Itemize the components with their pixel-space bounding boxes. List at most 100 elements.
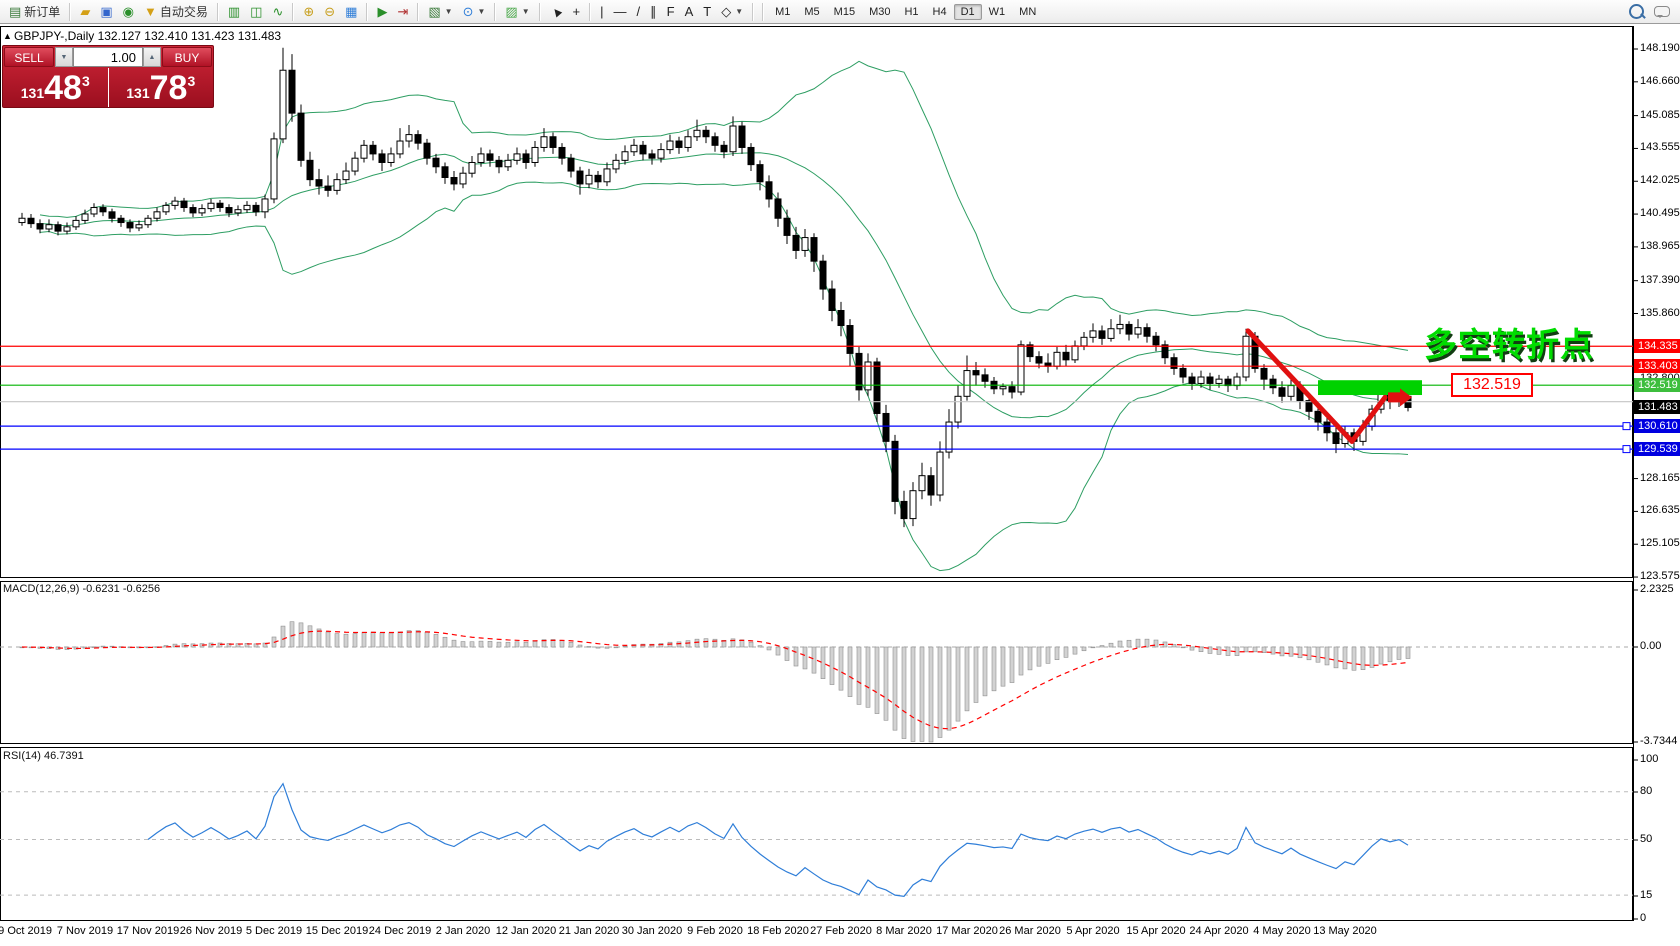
toolbar-separator bbox=[752, 2, 755, 21]
candle-body bbox=[540, 136, 548, 148]
time-axis-label[interactable]: 2 Jan 2020 bbox=[435, 925, 491, 937]
macd-histogram-bar bbox=[658, 643, 664, 648]
line-chart-button[interactable]: ∿ bbox=[267, 1, 288, 23]
tf-button-M5[interactable]: M5 bbox=[804, 5, 820, 18]
gold-bar-icon[interactable]: ▰ bbox=[75, 1, 95, 23]
fibonacci-button[interactable]: F bbox=[662, 1, 680, 23]
time-axis-label[interactable]: 29 Oct 2019 bbox=[0, 925, 52, 937]
auto-scroll-button[interactable]: ▶ bbox=[372, 1, 392, 23]
red-arrow-icon[interactable] bbox=[1388, 388, 1412, 407]
line-handle[interactable] bbox=[1622, 422, 1631, 431]
candle-body bbox=[1323, 421, 1331, 434]
trendline-button[interactable]: / bbox=[631, 1, 645, 23]
buy-price-button[interactable]: 131 78 3 bbox=[109, 68, 214, 107]
chart-shift-button[interactable]: ⇥ bbox=[392, 1, 413, 23]
tile-windows-button[interactable]: ▦ bbox=[340, 1, 362, 23]
lot-size-input[interactable]: 1.00 bbox=[73, 47, 143, 67]
line-handle[interactable] bbox=[1622, 445, 1631, 454]
time-axis-label[interactable]: 4 May 2020 bbox=[1253, 925, 1311, 937]
arrows-icon: ◇ bbox=[721, 4, 732, 19]
profiles-button[interactable]: ⊙ ▼ bbox=[458, 1, 491, 23]
fibonacci-icon: F bbox=[666, 4, 675, 19]
time-axis-label[interactable]: 13 May 2020 bbox=[1313, 925, 1377, 937]
autotrading-button[interactable]: ▼ 自动交易 bbox=[139, 1, 213, 23]
cursor-button[interactable]: ▲ bbox=[545, 1, 568, 23]
candle-body bbox=[72, 219, 80, 228]
time-axis-label[interactable]: 17 Mar 2020 bbox=[936, 925, 998, 937]
community-chat-icon[interactable] bbox=[1654, 6, 1670, 18]
channel-button[interactable]: ∥ bbox=[645, 1, 662, 23]
macd-histogram-bar bbox=[1108, 642, 1114, 648]
time-axis-label[interactable]: 5 Apr 2020 bbox=[1066, 925, 1120, 937]
time-axis-label[interactable]: 30 Jan 2020 bbox=[621, 925, 683, 937]
time-axis-label[interactable]: 17 Nov 2019 bbox=[116, 925, 180, 937]
time-axis-label[interactable]: 21 Jan 2020 bbox=[558, 925, 620, 937]
lot-decrease-button[interactable]: ▼ bbox=[55, 47, 73, 67]
candle-body bbox=[720, 144, 728, 153]
time-axis-label[interactable]: 12 Jan 2020 bbox=[495, 925, 557, 937]
tf-button-H1[interactable]: H1 bbox=[904, 5, 919, 18]
tf-button-MN[interactable]: MN bbox=[1019, 5, 1037, 18]
time-axis-label[interactable]: 26 Nov 2019 bbox=[179, 925, 243, 937]
macd-histogram-bar bbox=[802, 646, 808, 670]
tf-button-M1[interactable]: M1 bbox=[775, 5, 791, 18]
candle-body bbox=[342, 170, 350, 181]
time-axis-label[interactable]: 7 Nov 2019 bbox=[56, 925, 114, 937]
time-axis-label[interactable]: 24 Dec 2019 bbox=[368, 925, 432, 937]
time-axis-label[interactable]: 5 Dec 2019 bbox=[245, 925, 303, 937]
new-chart-button[interactable]: ▧ ▼ bbox=[423, 1, 457, 23]
time-axis-label[interactable]: 18 Feb 2020 bbox=[747, 925, 809, 937]
label-button[interactable]: T bbox=[698, 1, 716, 23]
highlight-rectangle[interactable] bbox=[1318, 380, 1422, 396]
new-order-button[interactable]: ▤ 新订单 bbox=[4, 1, 65, 23]
time-axis-label[interactable]: 15 Dec 2019 bbox=[305, 925, 369, 937]
rsi-panel-frame bbox=[0, 747, 1633, 921]
zoom-in-button[interactable]: ⊕ bbox=[298, 1, 319, 23]
candle-body bbox=[171, 200, 179, 206]
red-trendline[interactable] bbox=[1245, 328, 1355, 444]
macd-histogram-bar bbox=[1207, 646, 1213, 654]
time-axis-label[interactable]: 27 Feb 2020 bbox=[810, 925, 872, 937]
price-tick-label: 148.190 bbox=[1640, 42, 1680, 54]
annotation-text-cn[interactable]: 多空转折点 bbox=[1424, 326, 1594, 363]
tf-button-W1[interactable]: W1 bbox=[988, 5, 1006, 18]
arrows-button[interactable]: ◇ ▼ bbox=[716, 1, 748, 23]
crosshair-button[interactable]: + bbox=[568, 1, 586, 23]
time-axis-label[interactable]: 24 Apr 2020 bbox=[1189, 925, 1249, 937]
horizontal-line-button[interactable]: — bbox=[608, 1, 631, 23]
sell-price-button[interactable]: 131 48 3 bbox=[3, 68, 109, 107]
tf-button-D1[interactable]: D1 bbox=[953, 3, 982, 20]
text-button[interactable]: A bbox=[680, 1, 699, 23]
sell-price-pips: 48 bbox=[44, 68, 82, 107]
signal-button[interactable]: ◉ bbox=[118, 1, 139, 23]
time-axis-label[interactable]: 8 Mar 2020 bbox=[876, 925, 932, 937]
macd-histogram-bar bbox=[973, 646, 979, 703]
candlestick-button[interactable]: ◫ bbox=[245, 1, 267, 23]
price-callout-132519[interactable]: 132.519 bbox=[1451, 373, 1533, 397]
tf-button-M30[interactable]: M30 bbox=[869, 5, 891, 18]
red-trendline[interactable] bbox=[1349, 394, 1388, 444]
sell-button[interactable]: SELL bbox=[4, 47, 54, 67]
chart-window-button[interactable]: ▣ bbox=[95, 1, 117, 23]
vertical-line-button[interactable]: | bbox=[595, 1, 608, 23]
lot-increase-button[interactable]: ▲ bbox=[143, 47, 161, 67]
time-axis-label[interactable]: 15 Apr 2020 bbox=[1126, 925, 1186, 937]
zoom-out-button[interactable]: ⊖ bbox=[319, 1, 340, 23]
candle-body bbox=[711, 136, 719, 146]
macd-histogram-bar bbox=[1333, 646, 1339, 669]
candle-body bbox=[585, 174, 593, 185]
candle-body bbox=[1215, 378, 1223, 384]
macd-histogram-bar bbox=[172, 643, 178, 648]
time-axis-label[interactable]: 26 Mar 2020 bbox=[999, 925, 1061, 937]
candle-body bbox=[567, 157, 575, 172]
window-collapse-icon[interactable]: ▲ bbox=[3, 31, 12, 41]
time-axis-label[interactable]: 9 Feb 2020 bbox=[687, 925, 743, 937]
search-icon[interactable] bbox=[1629, 4, 1644, 19]
tf-button-M15[interactable]: M15 bbox=[833, 5, 856, 18]
buy-button[interactable]: BUY bbox=[162, 47, 212, 67]
bar-chart-button[interactable]: ▥ bbox=[223, 1, 245, 23]
tf-button-H4[interactable]: H4 bbox=[932, 5, 947, 18]
indicators-button[interactable]: ▨ ▼ bbox=[500, 1, 534, 23]
macd-histogram-bar bbox=[1099, 645, 1105, 648]
